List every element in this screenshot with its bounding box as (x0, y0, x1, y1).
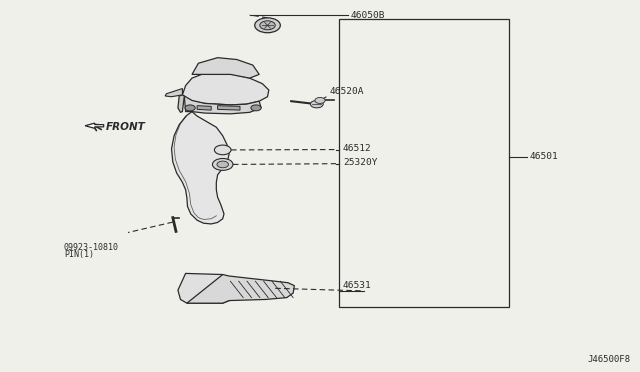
Polygon shape (165, 89, 182, 97)
Polygon shape (218, 106, 240, 110)
Polygon shape (192, 58, 259, 78)
Polygon shape (172, 112, 229, 224)
Text: 46501: 46501 (529, 152, 558, 161)
Bar (339, 19, 509, 307)
Circle shape (260, 21, 275, 30)
Circle shape (315, 97, 325, 103)
Text: 46050B: 46050B (351, 11, 385, 20)
Circle shape (214, 145, 231, 155)
Polygon shape (197, 106, 211, 110)
Polygon shape (178, 273, 230, 303)
Circle shape (212, 158, 233, 170)
Text: 46520A: 46520A (330, 87, 364, 96)
Polygon shape (187, 275, 294, 303)
Polygon shape (178, 95, 184, 112)
Circle shape (185, 105, 195, 111)
Polygon shape (184, 96, 261, 114)
Polygon shape (182, 73, 269, 105)
Text: 09923-10810: 09923-10810 (64, 243, 119, 251)
Text: FRONT: FRONT (106, 122, 145, 132)
Text: J46500F8: J46500F8 (588, 355, 630, 364)
Text: PIN(1): PIN(1) (64, 250, 94, 259)
Text: 46531: 46531 (342, 281, 371, 290)
Text: 46512: 46512 (343, 144, 372, 153)
Circle shape (217, 161, 228, 168)
Circle shape (255, 18, 280, 33)
Text: 25320Y: 25320Y (343, 158, 378, 167)
Polygon shape (85, 123, 104, 128)
Circle shape (251, 105, 261, 111)
Circle shape (310, 100, 323, 108)
